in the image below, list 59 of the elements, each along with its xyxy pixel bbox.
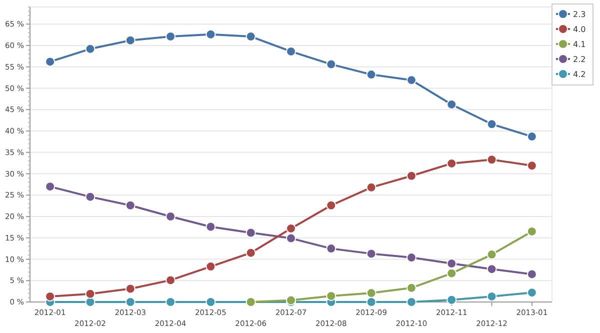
point	[366, 248, 376, 259]
point	[125, 297, 136, 307]
point	[486, 154, 497, 165]
point	[486, 264, 497, 274]
point	[125, 200, 136, 210]
point	[326, 291, 336, 302]
point	[45, 291, 56, 302]
point	[45, 56, 56, 67]
point	[326, 59, 336, 70]
point	[486, 119, 497, 130]
point	[206, 222, 216, 232]
point	[486, 250, 497, 260]
point	[286, 46, 296, 56]
point	[446, 158, 457, 168]
point	[206, 297, 216, 307]
point	[246, 228, 256, 238]
point	[326, 200, 336, 210]
point	[446, 99, 457, 110]
point	[166, 211, 176, 222]
legend-label: 4.0	[573, 24, 586, 34]
point	[366, 70, 376, 80]
point	[85, 44, 96, 54]
point	[526, 160, 537, 171]
point	[45, 182, 56, 192]
legend-label: 4.1	[573, 40, 586, 49]
legend-label: 4.2	[573, 70, 586, 79]
point	[526, 269, 537, 280]
point	[125, 35, 136, 46]
point	[246, 248, 256, 258]
point	[406, 170, 416, 181]
point	[85, 288, 96, 299]
point	[85, 297, 96, 307]
legend-label: 2.3	[573, 10, 586, 19]
point	[326, 244, 336, 254]
point	[446, 294, 457, 305]
point	[406, 297, 416, 307]
point	[166, 297, 176, 307]
point	[286, 223, 296, 234]
point	[406, 282, 416, 293]
point	[166, 32, 176, 42]
point	[486, 291, 497, 302]
point	[446, 268, 457, 278]
point	[366, 182, 376, 192]
point	[366, 288, 376, 298]
point	[526, 132, 537, 142]
point	[406, 75, 416, 86]
point	[206, 29, 216, 40]
point	[246, 32, 256, 42]
point	[166, 275, 176, 286]
point	[526, 226, 537, 236]
point	[526, 288, 537, 298]
point	[286, 233, 296, 244]
point	[366, 297, 376, 307]
point	[125, 284, 136, 294]
legend-label: 2.2	[573, 54, 586, 64]
point	[206, 262, 216, 272]
point	[446, 258, 457, 269]
point	[406, 252, 416, 263]
point	[85, 192, 96, 202]
